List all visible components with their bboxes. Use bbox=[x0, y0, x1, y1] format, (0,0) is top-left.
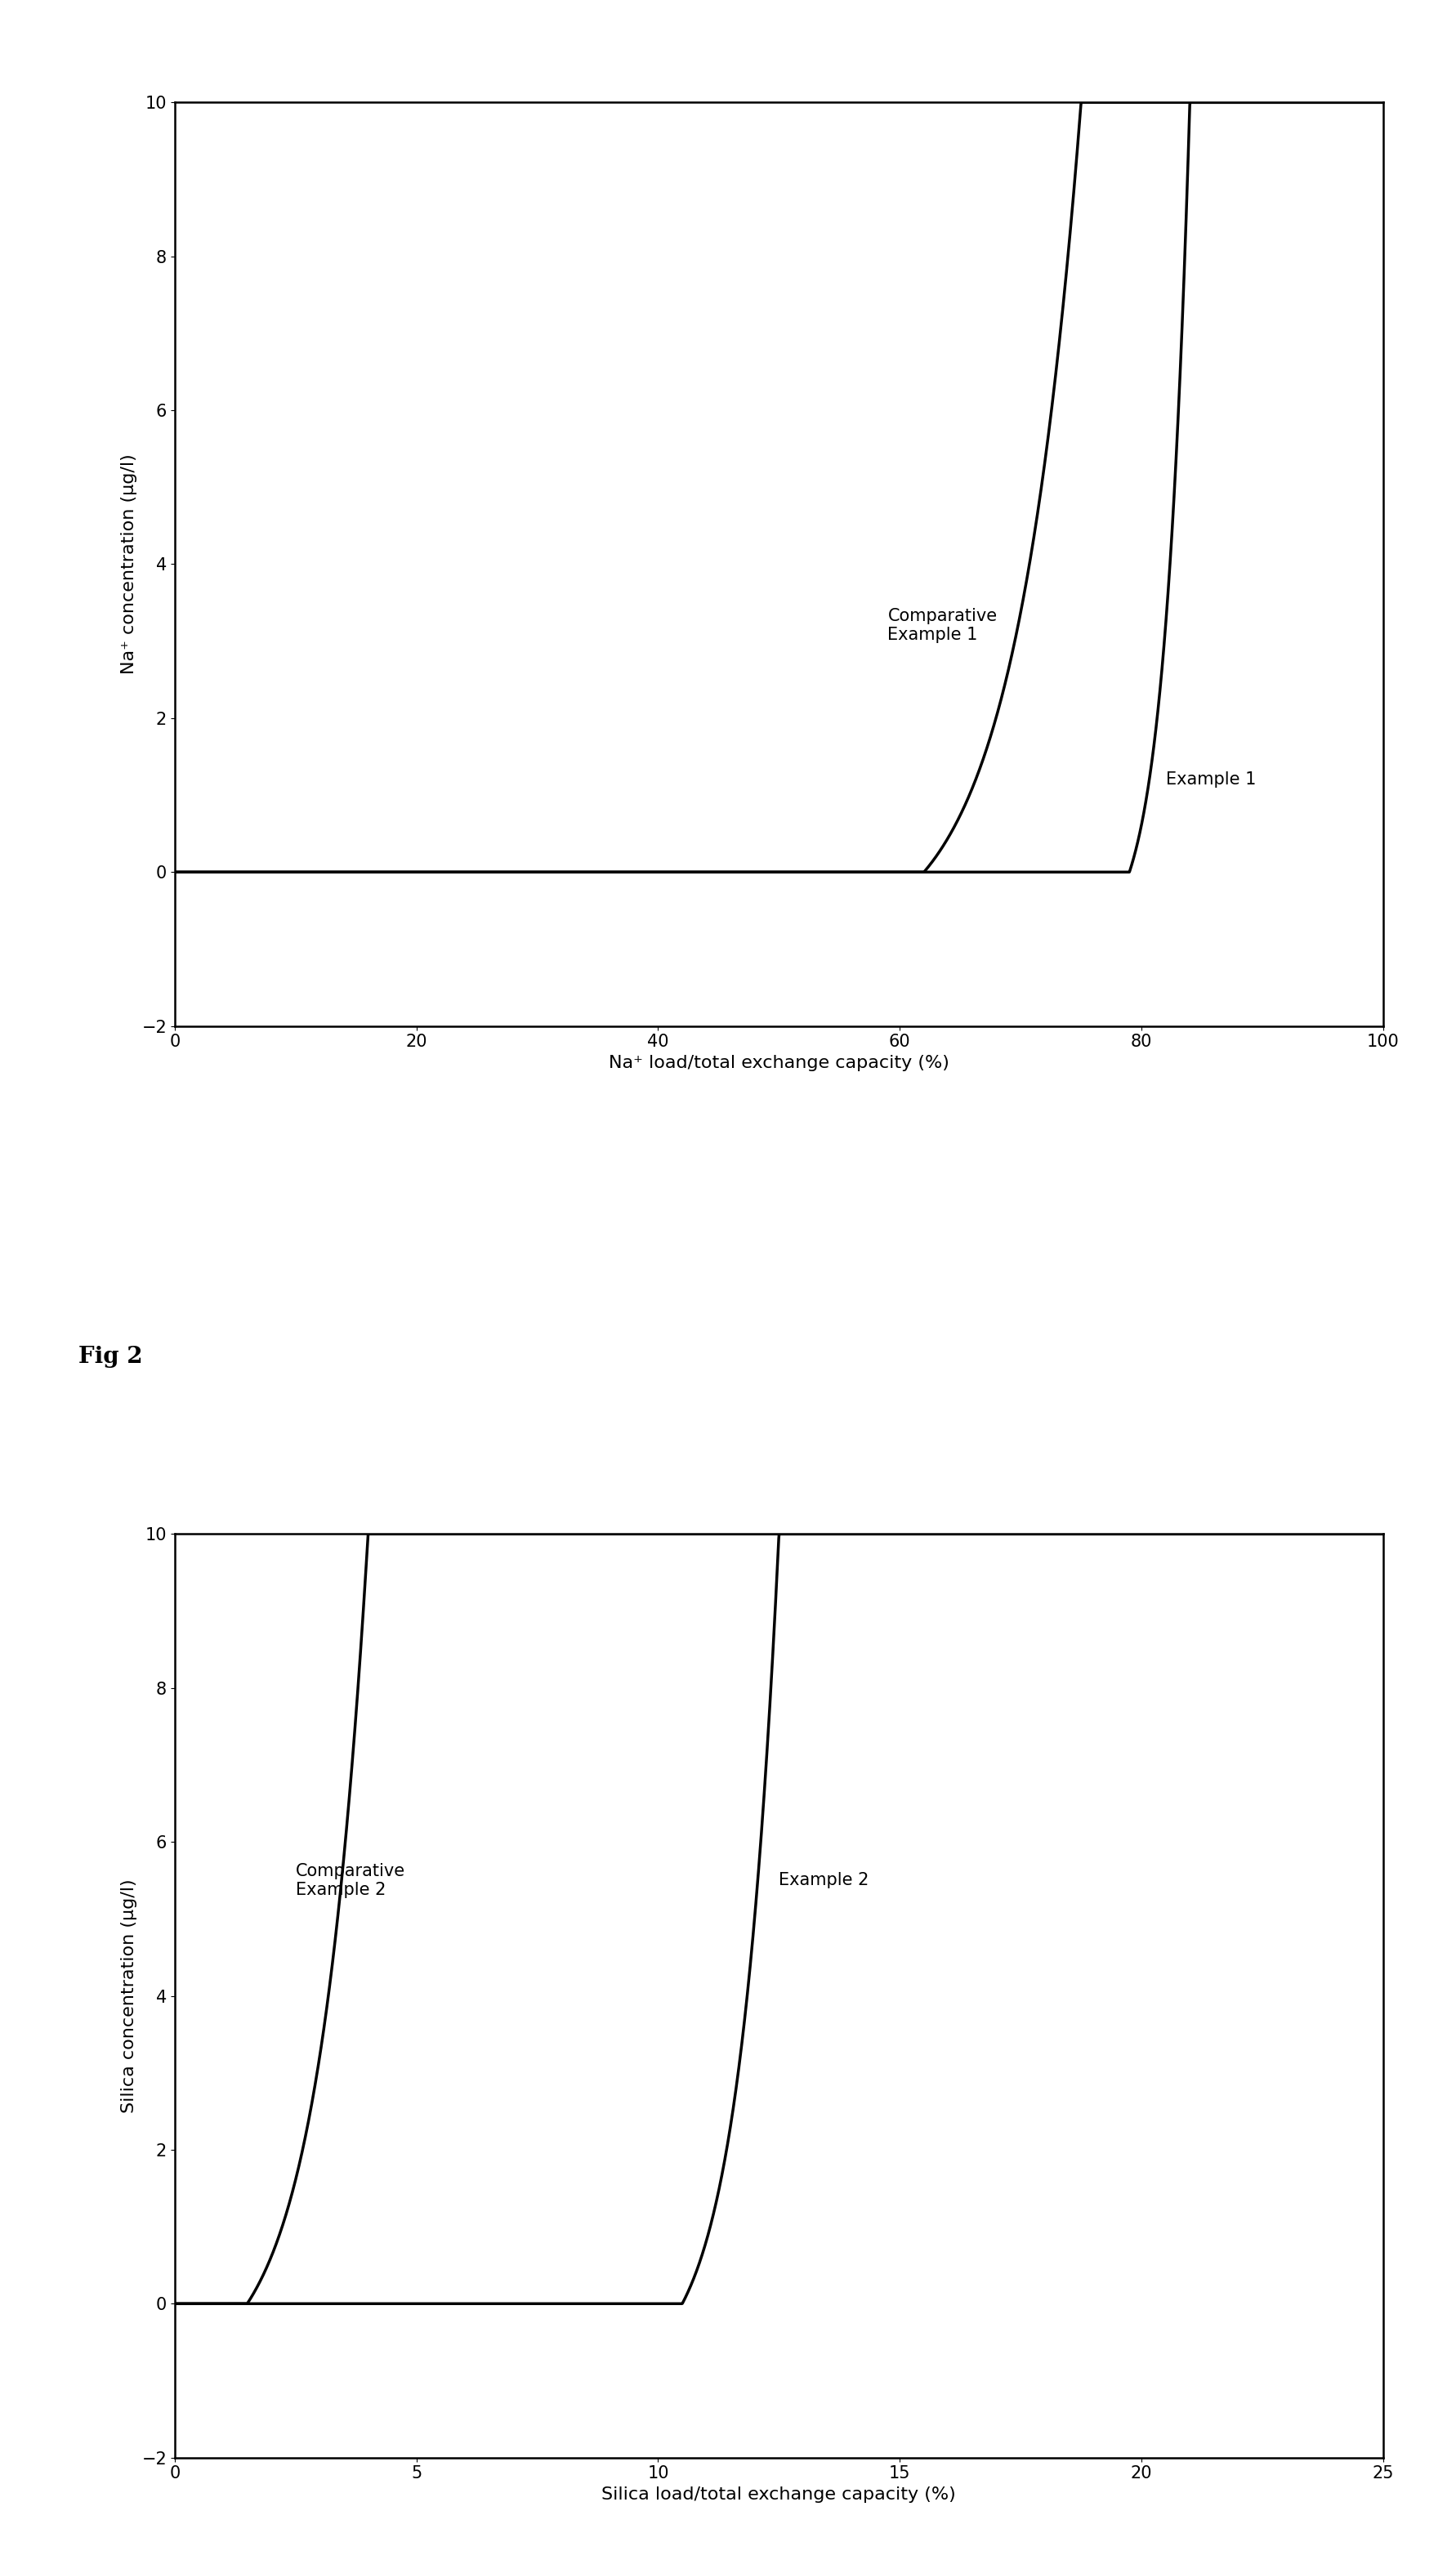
Text: Example 1: Example 1 bbox=[1166, 771, 1257, 788]
Text: Example 2: Example 2 bbox=[779, 1871, 869, 1889]
Text: Comparative
Example 1: Comparative Example 1 bbox=[888, 609, 997, 643]
Text: Fig 2: Fig 2 bbox=[79, 1347, 143, 1367]
X-axis label: Na⁺ load/total exchange capacity (%): Na⁺ load/total exchange capacity (%) bbox=[609, 1055, 949, 1070]
Text: Comparative
Example 2: Comparative Example 2 bbox=[296, 1864, 405, 1897]
Y-axis label: Silica concentration (μg/l): Silica concentration (μg/l) bbox=[121, 1879, 137, 2112]
X-axis label: Silica load/total exchange capacity (%): Silica load/total exchange capacity (%) bbox=[601, 2486, 957, 2504]
Y-axis label: Na⁺ concentration (μg/l): Na⁺ concentration (μg/l) bbox=[121, 453, 137, 673]
